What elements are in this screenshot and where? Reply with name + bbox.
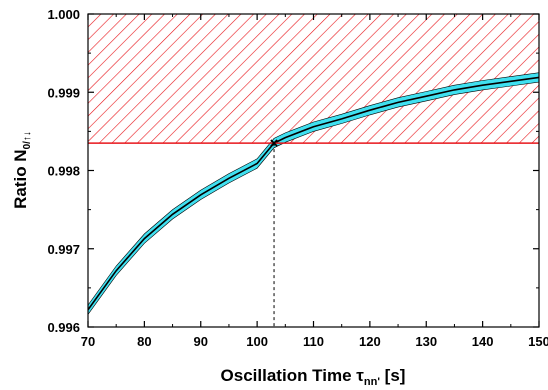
y-tick-label: 0.999 — [47, 85, 80, 100]
band-group — [88, 72, 539, 316]
x-tick-label: 130 — [415, 334, 437, 349]
ticks-group — [87, 13, 540, 328]
y-tick-labels: 0.996 0.997 0.998 0.999 1.000 — [47, 7, 80, 335]
x-tick-label: 70 — [81, 334, 95, 349]
x-axis-title: Oscillation Time τnn' [s] — [221, 366, 406, 388]
y-tick-label: 0.996 — [47, 320, 80, 335]
y-tick-label: 1.000 — [47, 7, 80, 22]
uncertainty-band — [88, 72, 539, 316]
x-tick-label: 100 — [246, 334, 268, 349]
y-axis-title: Ratio N0/↑↓ — [11, 131, 33, 209]
limit-group: × — [88, 135, 539, 327]
y-tick-label: 0.997 — [47, 242, 80, 257]
intersection-marker: × — [270, 135, 279, 152]
curve-group — [88, 76, 539, 311]
excluded-region-hatch — [88, 14, 539, 144]
x-tick-label: 140 — [472, 334, 494, 349]
x-tick-label: 110 — [303, 334, 324, 349]
x-tick-label: 150 — [528, 334, 548, 349]
hatched-region-group — [88, 14, 539, 144]
x-tick-label: 120 — [359, 334, 381, 349]
x-tick-labels: 70 80 90 100 110 120 130 140 150 — [81, 334, 548, 349]
x-tick-label: 80 — [137, 334, 151, 349]
x-tick-label: 90 — [194, 334, 208, 349]
series-line — [88, 76, 539, 311]
y-tick-label: 0.998 — [47, 164, 80, 179]
